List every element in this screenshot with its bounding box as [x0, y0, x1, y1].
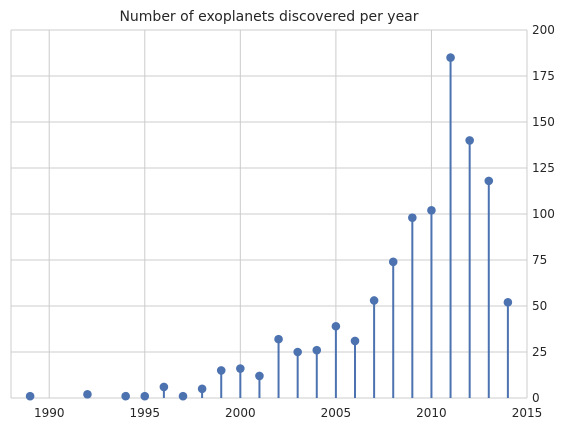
data-point — [465, 136, 474, 145]
x-tick-label: 2015 — [512, 406, 543, 420]
y-tick-label: 150 — [532, 115, 555, 129]
data-point — [178, 391, 188, 401]
data-point — [25, 391, 35, 401]
data-point — [388, 257, 398, 267]
x-tick-label: 2010 — [416, 406, 447, 420]
data-point — [446, 53, 455, 62]
data-point — [255, 371, 264, 381]
data-point — [83, 390, 92, 399]
data-point — [312, 345, 322, 355]
data-point — [236, 364, 245, 373]
x-tick-label: 1990 — [34, 406, 65, 420]
data-point — [331, 321, 341, 331]
data-points — [25, 53, 513, 401]
data-point — [159, 382, 169, 392]
data-point — [140, 391, 150, 401]
x-tick-label: 1995 — [130, 406, 161, 420]
axis-spines — [10, 30, 528, 398]
x-tick-label: 2000 — [225, 406, 256, 420]
data-point — [369, 296, 379, 305]
chart-title: Number of exoplanets discovered per year — [119, 9, 418, 25]
y-tick-label: 25 — [532, 345, 547, 359]
y-tick-label: 200 — [532, 23, 555, 37]
y-tick-label: 100 — [532, 207, 555, 221]
y-tick-labels: 0 25 50 75 100 125 150 175 200 — [532, 23, 555, 405]
data-point — [216, 366, 226, 375]
y-tick-label: 175 — [532, 69, 555, 83]
stem-lines — [29, 57, 509, 398]
data-point — [484, 176, 494, 186]
data-point — [503, 298, 513, 307]
y-tick-label: 125 — [532, 161, 555, 175]
x-tick-label: 2005 — [321, 406, 352, 420]
data-point — [293, 347, 302, 357]
y-tick-label: 50 — [532, 299, 547, 313]
data-point — [274, 334, 283, 344]
x-tick-labels: 1990 1995 2000 2005 2010 2015 — [34, 406, 542, 420]
y-tick-label: 75 — [532, 253, 547, 267]
data-point — [121, 391, 130, 401]
data-point — [427, 206, 436, 215]
data-point — [408, 213, 417, 222]
data-point — [197, 384, 207, 394]
data-point — [350, 336, 360, 346]
y-tick-label: 0 — [532, 391, 540, 405]
